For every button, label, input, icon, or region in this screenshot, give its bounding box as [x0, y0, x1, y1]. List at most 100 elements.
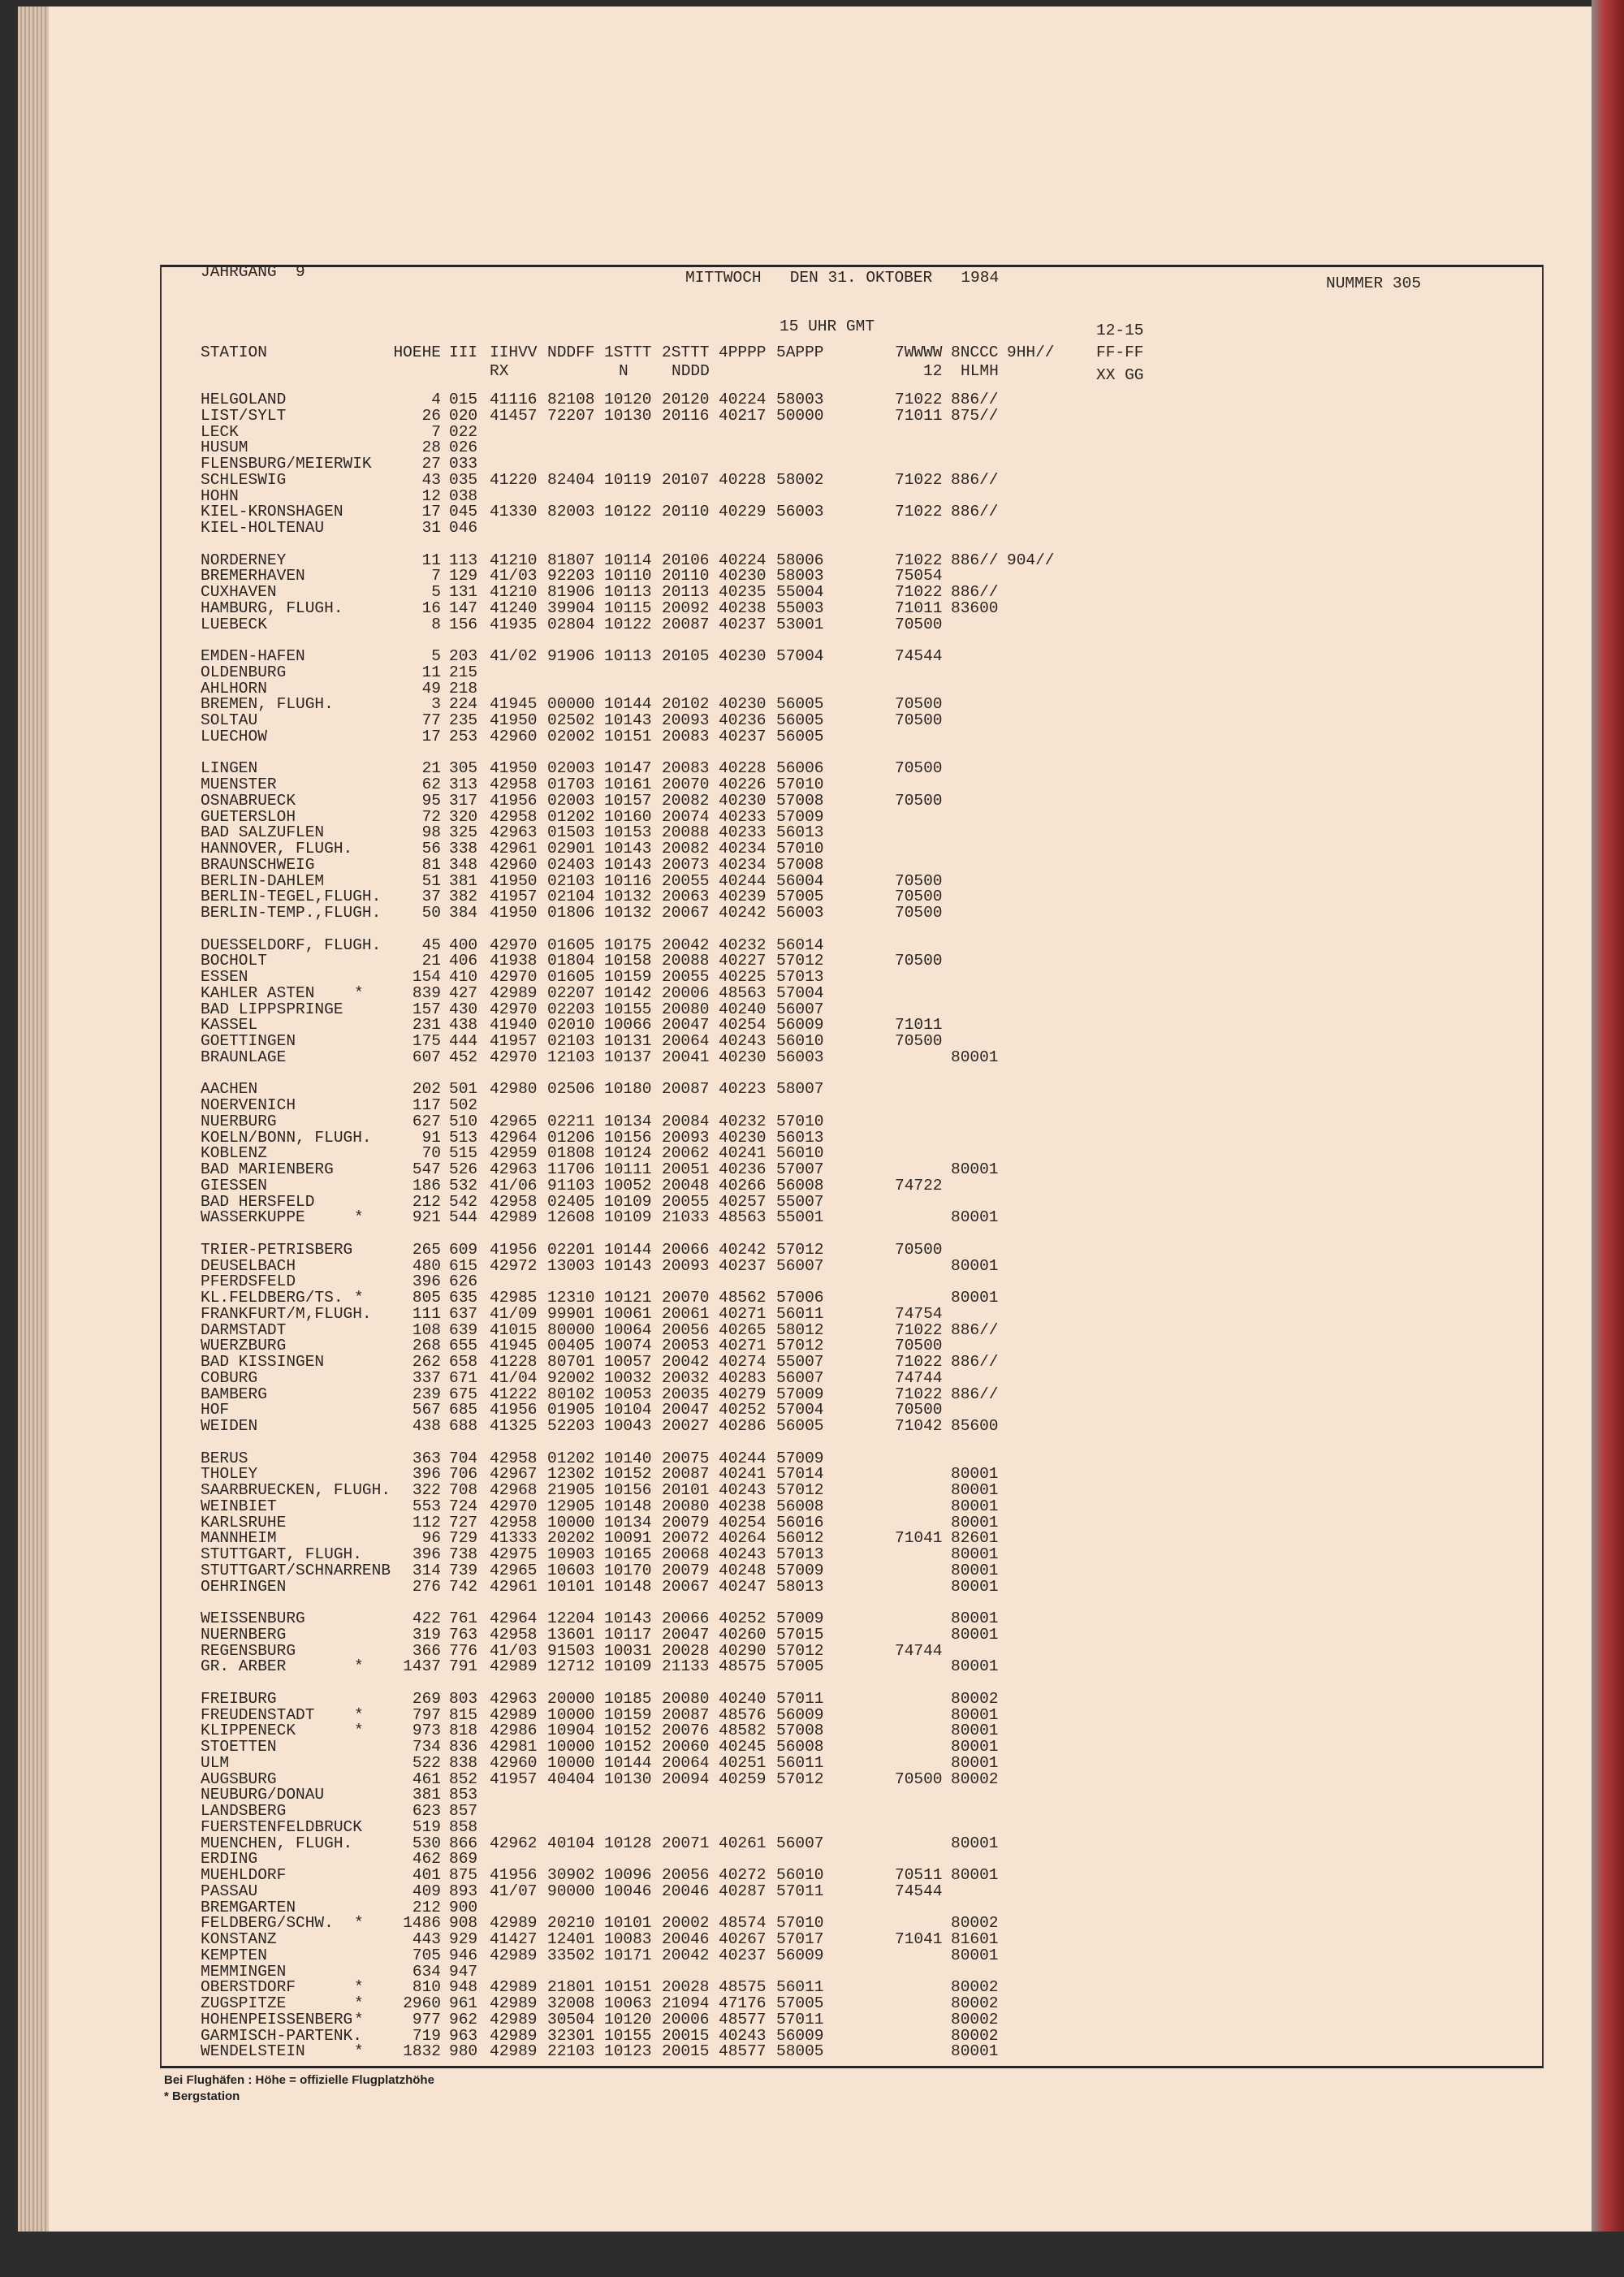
iii-cell: 384 — [449, 904, 478, 922]
stt1-cell: 10185 — [604, 1689, 652, 1708]
appp-cell: 53001 — [776, 615, 824, 633]
stt1-cell: 10101 — [604, 1914, 652, 1933]
ihvv-cell: 41333 — [490, 1529, 538, 1548]
station-name-cell: MANNHEIM — [201, 1529, 277, 1548]
iii-cell: 626 — [449, 1272, 478, 1291]
nccc-cell: 886// — [951, 551, 999, 569]
stt1-cell: 10142 — [604, 983, 652, 1002]
ihvv-cell: 42960 — [490, 855, 538, 874]
nddff-cell: 10903 — [547, 1545, 595, 1563]
mountain-marker-cell: * — [354, 1208, 364, 1227]
stt2-cell: 20075 — [662, 1449, 710, 1467]
ihvv-cell: 42985 — [490, 1289, 538, 1307]
nddff-cell: 30902 — [547, 1866, 595, 1884]
ihvv-cell: 41015 — [490, 1320, 538, 1339]
stt1-cell: 10144 — [604, 1240, 652, 1259]
height-cell: 72 — [421, 807, 441, 826]
pppp-cell: 40267 — [719, 1930, 767, 1948]
nddff-cell: 12103 — [547, 1048, 595, 1066]
stt2-cell: 20047 — [662, 1625, 710, 1644]
stt2-cell: 20064 — [662, 1753, 710, 1772]
book-binding — [1592, 0, 1624, 2277]
stt2-cell: 20087 — [662, 1465, 710, 1484]
wwww-cell: 71042 — [895, 1417, 943, 1435]
stt1-cell: 10134 — [604, 1112, 652, 1130]
ihvv-cell: 42981 — [490, 1738, 538, 1756]
station-name-cell: LECK — [201, 422, 239, 441]
height-cell: 607 — [412, 1048, 441, 1066]
stt1-cell: 10151 — [604, 1978, 652, 1997]
nccc-cell: 83600 — [951, 598, 999, 617]
stt2-cell: 20047 — [662, 1016, 710, 1035]
appp-cell: 57005 — [776, 888, 824, 906]
nddff-cell: 11706 — [547, 1160, 595, 1178]
station-name-cell: CUXHAVEN — [201, 583, 277, 601]
height-cell: 62 — [421, 776, 441, 793]
height-cell: 1486 — [403, 1914, 441, 1933]
height-cell: 5 — [431, 583, 441, 601]
nddff-cell: 01202 — [547, 807, 595, 826]
stt2-cell: 20042 — [662, 935, 710, 954]
station-name-cell: KONSTANZ — [201, 1930, 277, 1948]
stt1-cell: 10120 — [604, 391, 652, 408]
appp-cell: 58012 — [776, 1320, 824, 1339]
ihvv-cell: 42970 — [490, 1000, 538, 1018]
station-name-cell: FELDBERG/SCHW. — [201, 1914, 334, 1933]
station-name-cell: OSNABRUECK — [201, 791, 296, 810]
height-cell: 157 — [412, 1000, 441, 1018]
appp-cell: 56010 — [776, 1866, 824, 1884]
ihvv-cell: 42980 — [490, 1080, 538, 1099]
stt2-cell: 20070 — [662, 776, 710, 793]
iii-cell: 671 — [449, 1368, 478, 1387]
pppp-cell: 40238 — [719, 598, 767, 617]
nddff-cell: 02804 — [547, 615, 595, 633]
iii-cell: 156 — [449, 615, 478, 633]
iii-cell: 615 — [449, 1256, 478, 1275]
appp-cell: 58006 — [776, 551, 824, 569]
nddff-cell: 91503 — [547, 1641, 595, 1660]
nccc-cell: 80001 — [951, 2042, 999, 2061]
nddff-cell: 01808 — [547, 1144, 595, 1163]
height-cell: 269 — [412, 1689, 441, 1708]
appp-cell: 57010 — [776, 776, 824, 793]
stt2-cell: 20088 — [662, 823, 710, 842]
stt1-cell: 10170 — [604, 1561, 652, 1579]
stt2-cell: 20087 — [662, 615, 710, 633]
appp-cell: 58013 — [776, 1577, 824, 1596]
iii-cell: 253 — [449, 727, 478, 745]
height-cell: 45 — [421, 935, 441, 954]
stt1-cell: 10083 — [604, 1930, 652, 1948]
ihvv-cell: 41938 — [490, 952, 538, 970]
iii-cell: 035 — [449, 470, 478, 489]
height-cell: 623 — [412, 1802, 441, 1820]
ihvv-cell: 42989 — [490, 1914, 538, 1933]
height-cell: 921 — [412, 1208, 441, 1227]
ihvv-cell: 41240 — [490, 598, 538, 617]
station-name-cell: REGENSBURG — [201, 1641, 296, 1660]
height-cell: 56 — [421, 840, 441, 858]
appp-cell: 57011 — [776, 1689, 824, 1708]
nddff-cell: 02203 — [547, 1000, 595, 1018]
stt1-cell: 10052 — [604, 1176, 652, 1195]
nddff-cell: 80701 — [547, 1353, 595, 1371]
nccc-cell: 80002 — [951, 2010, 999, 2029]
stt2-cell: 20015 — [662, 2042, 710, 2061]
height-cell: 366 — [412, 1641, 441, 1660]
nddff-cell: 20000 — [547, 1689, 595, 1708]
height-cell: 627 — [412, 1112, 441, 1130]
ihvv-cell: 42964 — [490, 1128, 538, 1147]
stt1-cell: 10114 — [604, 551, 652, 569]
wwww-cell: 70500 — [895, 615, 943, 633]
height-cell: 37 — [421, 888, 441, 906]
appp-cell: 56003 — [776, 503, 824, 521]
iii-cell: 869 — [449, 1850, 478, 1869]
scan-background — [0, 2232, 1624, 2277]
wwww-cell: 70500 — [895, 888, 943, 906]
station-name-cell: BREMEN, FLUGH. — [201, 695, 334, 714]
column-subheader-12: 12 — [923, 362, 943, 380]
pppp-cell: 40241 — [719, 1465, 767, 1484]
stt2-cell: 20113 — [662, 583, 710, 601]
appp-cell: 56011 — [776, 1753, 824, 1772]
column-header: 9HH// — [1007, 343, 1055, 361]
appp-cell: 56009 — [776, 1705, 824, 1724]
